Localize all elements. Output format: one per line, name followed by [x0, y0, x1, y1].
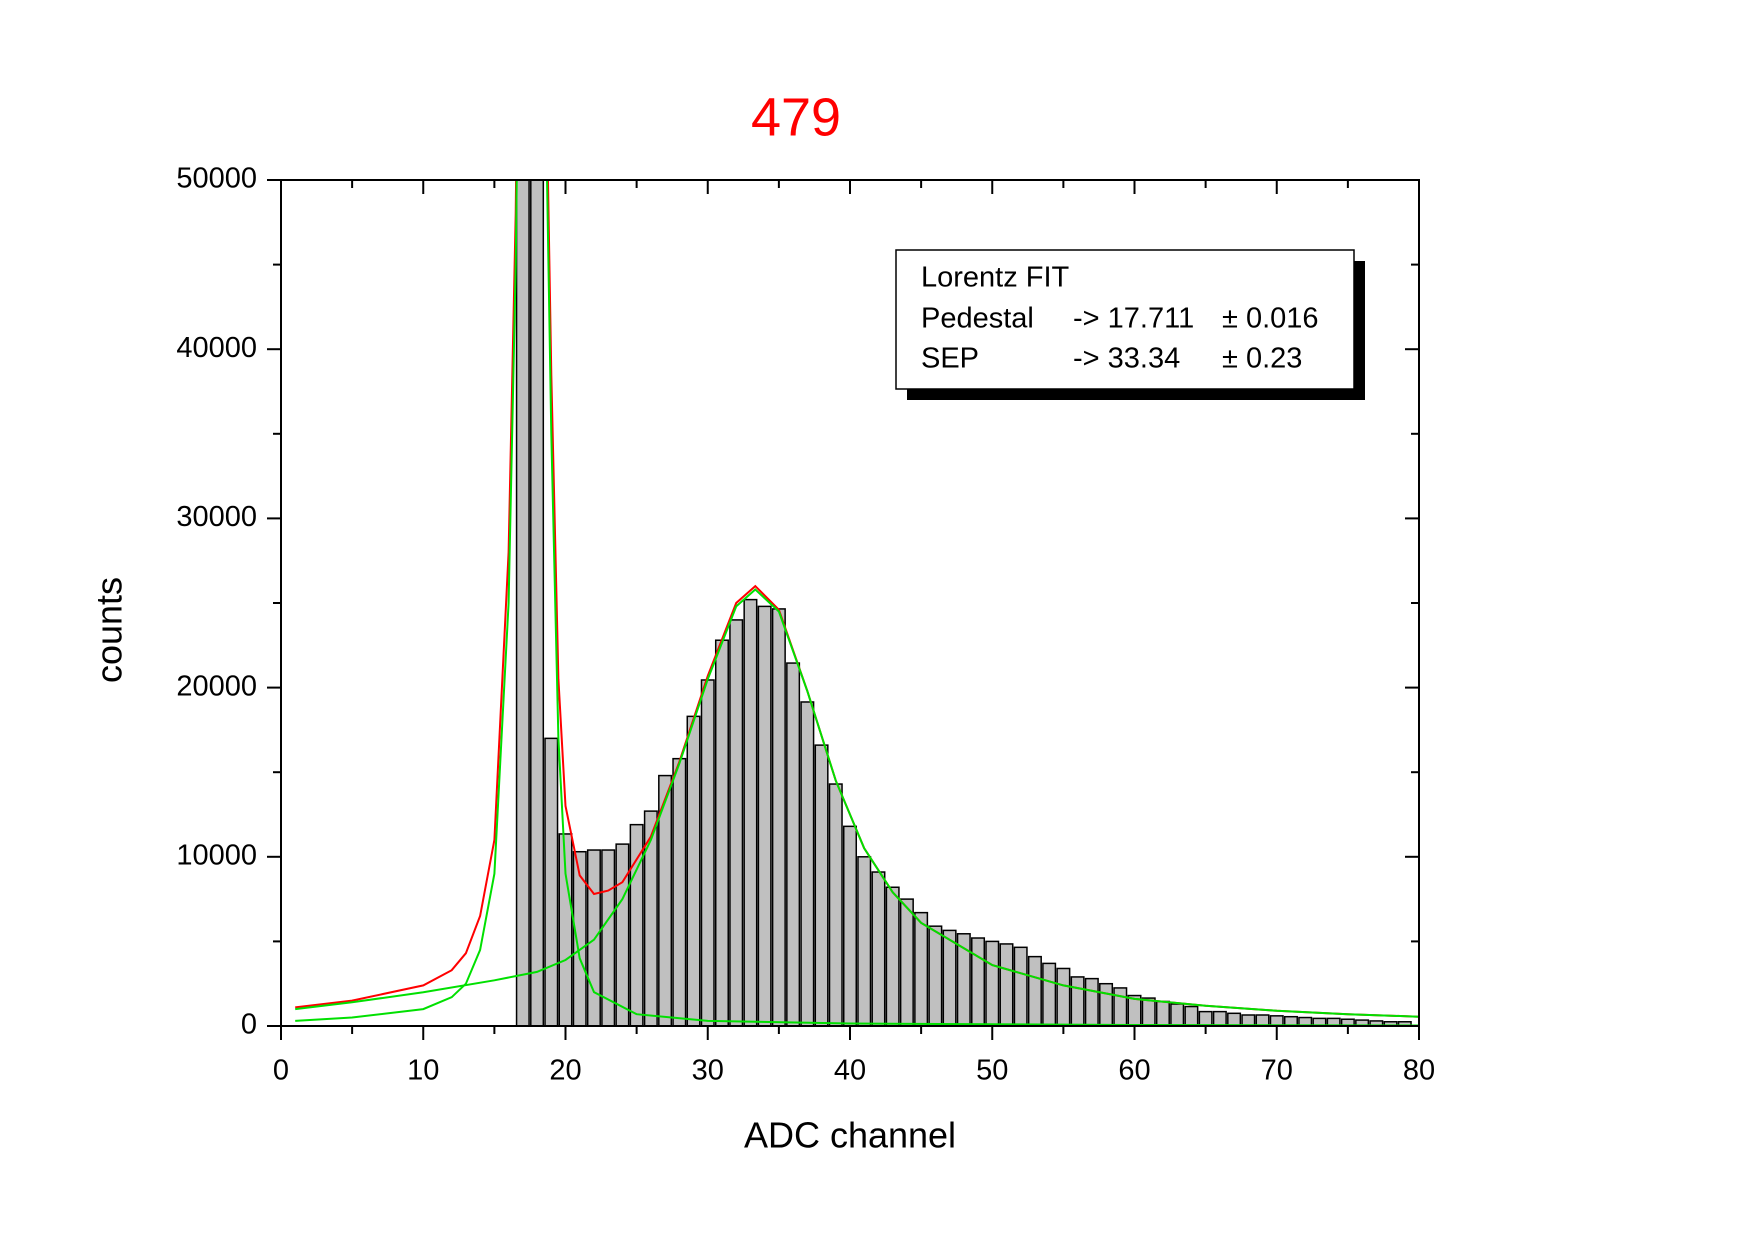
bar — [1056, 967, 1071, 1026]
fit-box-text: SEP — [921, 343, 979, 375]
bar — [629, 823, 644, 1026]
y-tick-label: 0 — [241, 1009, 257, 1041]
fit-curve — [295, 180, 1419, 1018]
bar — [1027, 955, 1042, 1026]
bar — [771, 608, 786, 1026]
y-tick-label: 50000 — [176, 163, 257, 195]
bar — [956, 933, 971, 1026]
bar — [586, 849, 601, 1026]
y-tick-label: 40000 — [176, 332, 257, 364]
bar — [729, 619, 744, 1026]
x-tick-label: 80 — [1403, 1055, 1435, 1087]
bar — [558, 833, 573, 1026]
bar — [757, 605, 772, 1026]
bar — [1355, 1019, 1370, 1026]
bar — [1127, 994, 1142, 1026]
bar — [814, 744, 829, 1026]
bar — [999, 943, 1014, 1026]
bar — [686, 715, 701, 1026]
fit-box-text: -> 33.34 — [1073, 343, 1180, 375]
bar — [985, 940, 1000, 1026]
bar — [1170, 1003, 1185, 1026]
fit-curve — [295, 588, 1419, 1018]
chart-title: 479 — [751, 87, 841, 147]
bar — [842, 825, 858, 1026]
x-tick-label: 60 — [1118, 1055, 1150, 1087]
bar — [1198, 1010, 1213, 1026]
y-tick-label: 30000 — [176, 501, 257, 533]
x-axis-label: ADC channel — [744, 1115, 956, 1156]
x-tick-label: 30 — [692, 1055, 724, 1087]
bar — [1084, 977, 1099, 1026]
bar — [643, 810, 658, 1026]
bar — [871, 871, 886, 1026]
bar — [530, 180, 545, 1026]
fit-box-text: -> 17.711 — [1073, 303, 1194, 335]
bar — [857, 856, 872, 1026]
x-tick-label: 70 — [1261, 1055, 1293, 1087]
plot-area — [295, 180, 1419, 1026]
bar — [1141, 997, 1156, 1026]
bar — [714, 639, 729, 1026]
bar — [971, 937, 986, 1026]
bar — [1070, 976, 1085, 1026]
bar — [1269, 1015, 1284, 1026]
bar — [800, 701, 815, 1026]
bar — [928, 925, 943, 1026]
bar — [572, 850, 587, 1026]
bar — [786, 662, 801, 1026]
x-tick-label: 20 — [549, 1055, 581, 1087]
bar — [515, 180, 530, 1026]
bar — [1227, 1012, 1242, 1026]
bar — [899, 898, 914, 1026]
bar — [1369, 1020, 1384, 1026]
bar — [743, 598, 758, 1026]
x-tick-label: 50 — [976, 1055, 1008, 1087]
bar — [700, 679, 715, 1026]
bar — [1099, 982, 1114, 1026]
fit-box-text: ± 0.23 — [1222, 343, 1302, 375]
fit-box-text: Pedestal — [921, 303, 1034, 335]
x-tick-label: 0 — [273, 1055, 289, 1087]
y-tick-label: 10000 — [176, 839, 257, 871]
bar — [1184, 1005, 1199, 1026]
y-tick-label: 20000 — [176, 670, 257, 702]
bar — [615, 843, 630, 1026]
bar — [1241, 1014, 1256, 1026]
x-tick-label: 40 — [834, 1055, 866, 1087]
bar — [1383, 1021, 1398, 1026]
bar — [914, 911, 929, 1026]
bar — [885, 886, 900, 1026]
x-tick-label: 10 — [407, 1055, 439, 1087]
bar — [1013, 946, 1028, 1026]
fit-box-frame — [895, 249, 1355, 390]
bar — [1113, 987, 1128, 1026]
y-axis-label: counts — [89, 577, 130, 683]
bar — [544, 737, 559, 1026]
bar — [828, 783, 843, 1026]
bar — [1255, 1014, 1270, 1026]
bar — [1042, 962, 1057, 1026]
fit-box-text: ± 0.016 — [1222, 303, 1319, 335]
fit-box: Lorentz FIT Pedestal -> 17.711 ± 0.016 SEP ->… — [895, 249, 1365, 400]
bar — [1397, 1021, 1412, 1026]
bar — [672, 757, 687, 1026]
bar — [1155, 1000, 1170, 1026]
bar — [1212, 1010, 1227, 1026]
fit-curve — [295, 180, 1419, 1026]
fit-box-title: Lorentz FIT — [921, 262, 1070, 294]
bar — [942, 929, 957, 1026]
